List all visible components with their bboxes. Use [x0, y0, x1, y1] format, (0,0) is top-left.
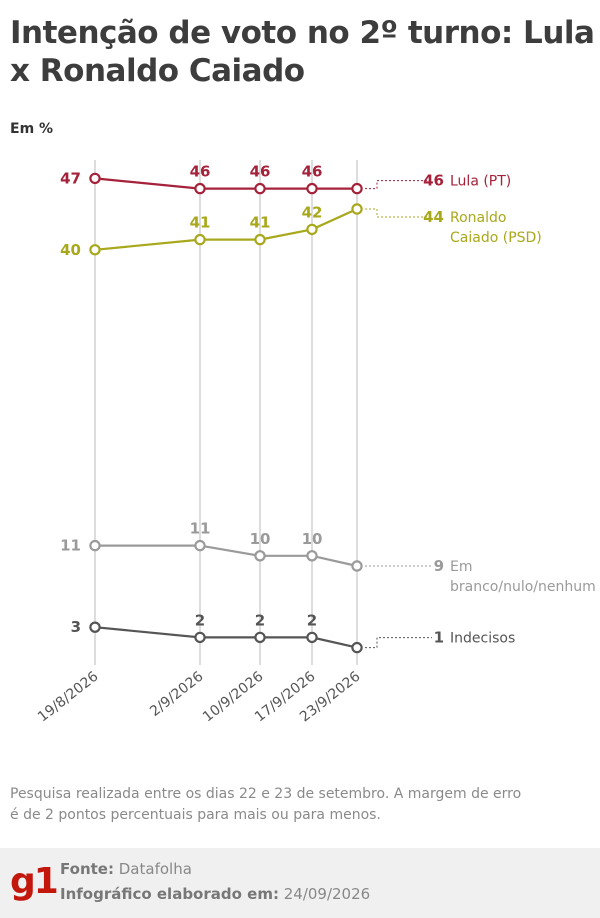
data-label: 46 [190, 163, 211, 181]
source-label: Fonte: [60, 860, 114, 878]
data-label: 11 [60, 537, 81, 555]
data-point [89, 244, 101, 256]
data-point [194, 539, 206, 552]
data-label: 2 [255, 611, 265, 629]
end-connector [365, 180, 432, 190]
series-end-label: Em [450, 559, 472, 575]
data-point [254, 182, 266, 195]
methodology-note: Pesquisa realizada entre os dias 22 e 23… [10, 786, 522, 823]
data-point [351, 182, 363, 195]
source-value: Datafolha [118, 860, 192, 878]
data-point [351, 641, 363, 654]
data-label: 2 [195, 611, 205, 629]
data-point [306, 182, 318, 195]
data-label: 46 [250, 163, 271, 181]
chart-title: Intenção de voto no 2º turno: Lula x Ron… [10, 15, 595, 89]
made-value: 24/09/2026 [283, 885, 371, 903]
end-value-label: 1 [434, 629, 444, 647]
series-end-label: branco/nulo/nenhum [450, 579, 596, 595]
data-label: 11 [190, 520, 211, 538]
data-label: 10 [302, 530, 323, 548]
end-value-label: 46 [423, 172, 444, 190]
data-point [254, 550, 266, 562]
x-tick-label: 19/8/2026 [35, 668, 101, 725]
footer: g1 Fonte: Datafolha Infográfico elaborad… [0, 848, 600, 918]
line-chart: 19/8/2026 2/9/202610/9/202617/9/202623/9/… [35, 160, 596, 725]
made-label: Infográfico elaborado em: [60, 885, 279, 903]
data-point [194, 233, 206, 246]
data-label: 41 [190, 214, 211, 232]
data-label: 47 [60, 169, 81, 187]
data-point [254, 631, 266, 644]
end-connector [365, 637, 432, 649]
data-point [351, 203, 363, 215]
g1-logo[interactable]: g1 [10, 861, 59, 902]
series-end-label: Caiado (PSD) [450, 230, 542, 246]
data-label: 10 [250, 530, 271, 548]
data-point [194, 182, 206, 195]
data-point [89, 539, 101, 552]
source-line: Fonte: Datafolha [60, 860, 192, 878]
data-label: 41 [250, 214, 271, 232]
end-connector [365, 208, 432, 218]
series-end-label: Indecisos [450, 631, 515, 647]
series-end-label: Ronaldo [450, 210, 506, 226]
data-label: 2 [307, 611, 317, 629]
made-line: Infográfico elaborado em: 24/09/2026 [60, 885, 370, 903]
series-end-label: Lula (PT) [450, 174, 511, 190]
data-point [254, 233, 266, 246]
data-label: 3 [71, 618, 81, 636]
data-point [194, 631, 206, 644]
end-value-label: 9 [434, 557, 444, 575]
data-label: 40 [60, 241, 81, 259]
data-point [89, 172, 101, 185]
data-point [89, 621, 101, 633]
x-tick-label: 2/9/2026 [147, 668, 206, 719]
data-point [306, 631, 318, 644]
data-label: 46 [302, 163, 323, 181]
unit-label: Em % [10, 121, 54, 137]
data-point [306, 223, 318, 236]
data-point [306, 550, 318, 562]
data-point [351, 560, 363, 572]
data-label: 42 [302, 203, 323, 221]
end-value-label: 44 [423, 208, 444, 226]
series-line-2 [95, 544, 358, 568]
series-line-3 [94, 626, 358, 649]
